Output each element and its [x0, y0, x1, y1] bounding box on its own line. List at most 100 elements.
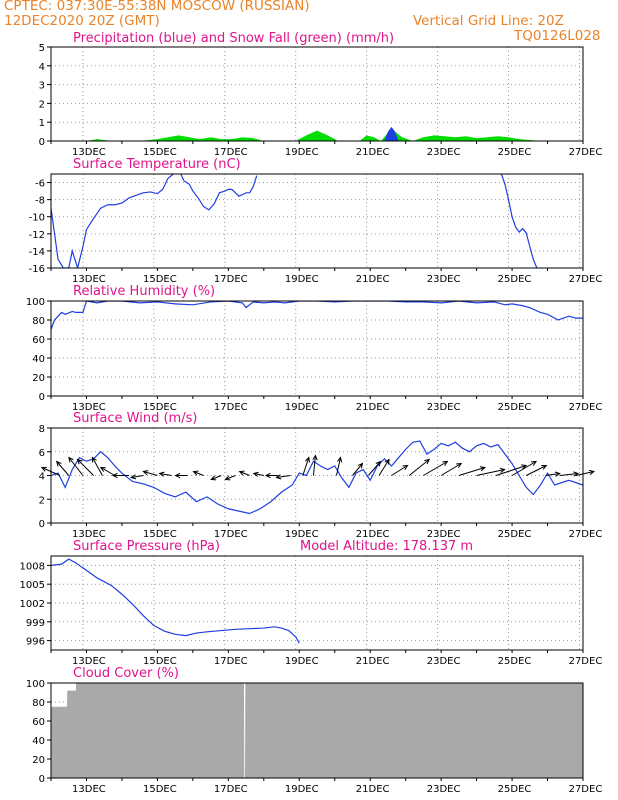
- wind-arrow-shaft: [559, 473, 579, 476]
- wind-arrow: [224, 475, 236, 481]
- panel-1: 0 1 2 3 4 5 13DEC 15DEC 17DEC 19DEC 21DEC 23DEC 25DE…: [39, 31, 603, 158]
- wind-arrow-head: [264, 472, 271, 479]
- wind-arrow: [440, 462, 463, 476]
- y-tick-label: 1: [39, 118, 45, 129]
- x-tick-label: 15DEC: [143, 784, 177, 795]
- x-tick-label: 13DEC: [72, 529, 106, 540]
- panel-3: 0 20 40 60 80 100 13DEC 15DEC 17DEC 19DEC 21DEC 23D…: [26, 284, 602, 413]
- x-tick-label: 23DEC: [427, 147, 461, 158]
- panel-title: Cloud Cover (%): [73, 666, 179, 681]
- x-tick-label: 13DEC: [72, 656, 106, 667]
- wind-arrow-shaft: [336, 457, 341, 476]
- y-tick-label: 60: [32, 717, 45, 728]
- wind-arrow: [545, 471, 561, 477]
- x-tick-label: 13DEC: [72, 147, 106, 158]
- wind-arrow: [476, 467, 506, 476]
- wind-arrow-shaft: [159, 473, 172, 476]
- wind-arrow-shaft: [495, 465, 527, 476]
- wind-arrow: [368, 460, 382, 476]
- x-tick-label: 27DEC: [569, 784, 603, 795]
- y-tick-label: 1005: [20, 580, 45, 591]
- y-tick-label: 4: [39, 62, 45, 73]
- wind-arrow-head: [91, 456, 97, 463]
- data-layer: [51, 174, 538, 268]
- panel-title: Precipitation (blue) and Snow Fall (gree…: [73, 31, 394, 46]
- x-tick-label: 21DEC: [356, 784, 390, 795]
- x-tick-label: 19DEC: [285, 656, 319, 667]
- wind-arrow: [252, 471, 264, 477]
- wind-arrow: [378, 458, 390, 476]
- x-tick-label: 19DEC: [285, 274, 319, 285]
- wind-arrow: [55, 460, 70, 476]
- y-tick-label: 100: [26, 679, 45, 690]
- y-tick-label: 40: [32, 354, 45, 365]
- wind-arrow-head: [479, 466, 486, 472]
- y-tick-label: 5: [39, 43, 45, 54]
- wind-arrow-head: [312, 454, 318, 461]
- wind-arrow-shaft: [143, 471, 158, 476]
- wind-arrow: [312, 454, 318, 476]
- wind-arrow: [511, 460, 538, 476]
- data-layer: [51, 683, 583, 778]
- wind-arrow-shaft: [423, 461, 448, 476]
- wind-arrow-head: [174, 472, 181, 479]
- header-line2-left: 12DEC2020 20Z (GMT): [4, 13, 160, 29]
- cloud-cover-area: [51, 683, 583, 778]
- wind-arrow-head: [252, 471, 259, 477]
- y-tick-label: 100: [26, 297, 45, 308]
- wind-arrow-shaft: [225, 475, 236, 480]
- wind-arrow: [275, 474, 291, 480]
- wind-arrow: [111, 472, 130, 479]
- y-tick-label: 996: [26, 637, 45, 648]
- series-line: [51, 558, 300, 644]
- wind-arrow-head: [275, 474, 282, 480]
- panel-4: 0 2 4 6 8 13DEC 15DEC 17DEC 19DEC 21DEC 23DEC 25DEC…: [39, 411, 603, 540]
- wind-arrow-head: [402, 464, 409, 470]
- panel-frame: [50, 300, 584, 397]
- wind-arrow-shaft: [211, 475, 222, 480]
- x-tick-label: 27DEC: [569, 274, 603, 285]
- x-tick-label: 27DEC: [569, 402, 603, 413]
- y-tick-label: 2: [39, 99, 45, 110]
- header-line3-right: TQ0126L028: [514, 28, 601, 44]
- wind-arrow-head: [573, 471, 580, 477]
- wind-arrow: [76, 458, 94, 476]
- y-tick-label: 1008: [20, 561, 45, 572]
- wind-arrow-head: [541, 464, 548, 470]
- wind-arrow-head: [531, 460, 538, 466]
- y-tick-label: 2: [39, 495, 45, 506]
- wind-arrow-shaft: [440, 463, 462, 476]
- panel-title: Relative Humidity (%): [73, 284, 215, 299]
- y-tick-label: -6: [35, 179, 45, 190]
- wind-arrow-shaft: [575, 471, 595, 476]
- panel-5: 996 999 1002 1005 1008 13DEC 15DEC 17DEC 19DEC 21…: [20, 539, 603, 667]
- wind-arrow-head: [304, 456, 310, 463]
- x-tick-label: 25DEC: [498, 784, 532, 795]
- x-tick-label: 15DEC: [143, 274, 177, 285]
- wind-arrow: [559, 471, 580, 477]
- wind-arrow: [458, 466, 486, 476]
- x-tick-label: 17DEC: [214, 402, 248, 413]
- wind-arrow-head: [55, 460, 62, 467]
- x-tick-label: 13DEC: [72, 274, 106, 285]
- header-line2-right: Vertical Grid Line: 20Z: [413, 13, 564, 29]
- y-tick-label: 8: [39, 424, 45, 435]
- y-tick-label: -14: [29, 247, 45, 258]
- panel-title: Surface Pressure (hPa): [73, 539, 220, 554]
- wind-arrow-shaft: [68, 457, 84, 476]
- y-tick-label: 0: [39, 519, 45, 530]
- panel-title: Surface Wind (m/s): [73, 411, 197, 426]
- x-tick-label: 27DEC: [569, 656, 603, 667]
- y-tick-label: 1002: [20, 599, 45, 610]
- wind-arrow-head: [76, 458, 83, 465]
- x-tick-label: 21DEC: [356, 274, 390, 285]
- wind-arrow-shaft: [91, 457, 103, 476]
- wind-arrow: [158, 471, 172, 477]
- x-tick-label: 15DEC: [143, 529, 177, 540]
- y-tick-label: 20: [32, 755, 45, 766]
- series-area-precipitation: [384, 126, 399, 141]
- wind-arrow-head: [142, 470, 149, 476]
- wind-arrow-shaft: [131, 475, 144, 478]
- panel-6: 0 20 40 60 80 100 13DEC 15DEC 17DEC 19DEC 21DEC 23D…: [26, 666, 602, 795]
